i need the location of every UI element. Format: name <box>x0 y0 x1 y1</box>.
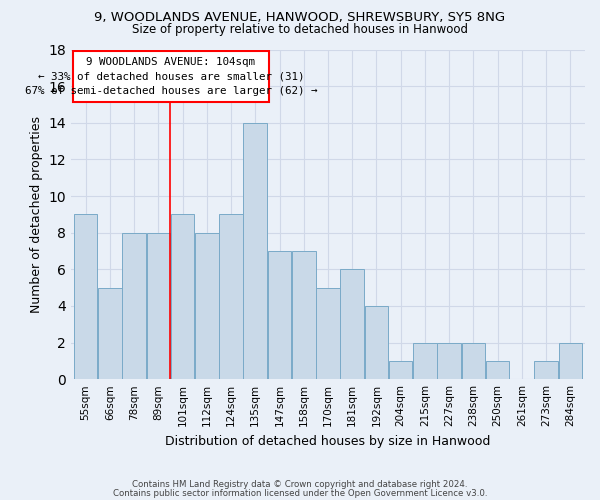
Bar <box>195 232 218 379</box>
Bar <box>146 232 170 379</box>
FancyBboxPatch shape <box>73 51 269 102</box>
Bar <box>486 361 509 379</box>
Bar <box>559 342 582 379</box>
Text: Contains public sector information licensed under the Open Government Licence v3: Contains public sector information licen… <box>113 490 487 498</box>
Bar <box>437 342 461 379</box>
Bar <box>268 251 291 379</box>
Bar <box>316 288 340 379</box>
Bar <box>389 361 412 379</box>
Bar <box>122 232 146 379</box>
Bar <box>462 342 485 379</box>
Bar <box>219 214 243 379</box>
Text: Contains HM Land Registry data © Crown copyright and database right 2024.: Contains HM Land Registry data © Crown c… <box>132 480 468 489</box>
Text: 9 WOODLANDS AVENUE: 104sqm: 9 WOODLANDS AVENUE: 104sqm <box>86 57 255 67</box>
Text: Size of property relative to detached houses in Hanwood: Size of property relative to detached ho… <box>132 22 468 36</box>
Bar <box>535 361 558 379</box>
Bar <box>413 342 437 379</box>
Bar <box>340 270 364 379</box>
Bar <box>171 214 194 379</box>
Bar <box>365 306 388 379</box>
Bar <box>292 251 316 379</box>
Bar <box>244 123 267 379</box>
Bar <box>74 214 97 379</box>
Y-axis label: Number of detached properties: Number of detached properties <box>30 116 43 313</box>
Bar <box>98 288 122 379</box>
Text: 67% of semi-detached houses are larger (62) →: 67% of semi-detached houses are larger (… <box>25 86 317 97</box>
Text: ← 33% of detached houses are smaller (31): ← 33% of detached houses are smaller (31… <box>38 71 304 81</box>
Text: 9, WOODLANDS AVENUE, HANWOOD, SHREWSBURY, SY5 8NG: 9, WOODLANDS AVENUE, HANWOOD, SHREWSBURY… <box>94 11 506 24</box>
X-axis label: Distribution of detached houses by size in Hanwood: Distribution of detached houses by size … <box>166 434 491 448</box>
